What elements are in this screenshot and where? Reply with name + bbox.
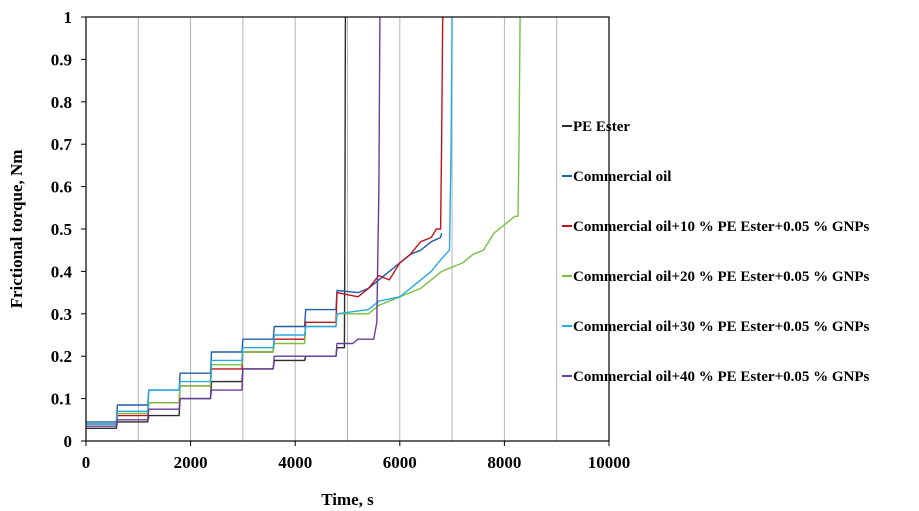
y-tick-label: 0.9 <box>51 50 72 69</box>
series-line-4 <box>86 17 521 425</box>
series-line-5 <box>86 17 453 425</box>
legend-item: Commercial oil+10 % PE Ester+0.05 % GNPs <box>562 219 870 235</box>
y-tick-label: 0.7 <box>51 135 73 154</box>
y-tick-label: 0.8 <box>51 93 72 112</box>
x-tick-label: 4000 <box>278 453 312 472</box>
legend-label: PE Ester <box>573 119 630 135</box>
series-line-6 <box>86 17 381 427</box>
legend: PE Ester Commercial oil Commercial oil+10 … <box>562 119 870 385</box>
legend-item: Commercial oil+30 % PE Ester+0.05 % GNPs <box>562 319 870 335</box>
legend-item: PE Ester <box>562 119 630 135</box>
y-axis-ticks: 0 0.1 0.2 0.3 0.4 0.5 0.6 0.7 0.8 0.9 1 <box>51 8 86 451</box>
legend-label: Commercial oil <box>573 169 671 185</box>
x-tick-label: 6000 <box>383 453 417 472</box>
x-tick-label: 2000 <box>174 453 208 472</box>
y-tick-label: 0.3 <box>51 305 72 324</box>
y-tick-label: 0.5 <box>51 220 72 239</box>
x-tick-label: 0 <box>82 453 91 472</box>
series-lines <box>86 17 521 429</box>
y-tick-label: 0.1 <box>51 390 72 409</box>
legend-label: Commercial oil+20 % PE Ester+0.05 % GNPs <box>573 269 870 285</box>
series-line-3 <box>86 17 444 425</box>
legend-label: Commercial oil+30 % PE Ester+0.05 % GNPs <box>573 319 870 335</box>
y-tick-label: 0.2 <box>51 347 72 366</box>
grid-lines <box>137 17 558 441</box>
x-axis-ticks: 0 2000 4000 6000 8000 10000 <box>82 441 631 472</box>
y-tick-label: 0 <box>64 432 73 451</box>
y-tick-label: 0.4 <box>51 262 73 281</box>
legend-item: Commercial oil+20 % PE Ester+0.05 % GNPs <box>562 269 870 285</box>
legend-item: Commercial oil <box>562 169 671 185</box>
y-tick-label: 1 <box>64 8 73 27</box>
x-tick-label: 10000 <box>588 453 631 472</box>
legend-label: Commercial oil+40 % PE Ester+0.05 % GNPs <box>573 369 870 385</box>
legend-item: Commercial oil+40 % PE Ester+0.05 % GNPs <box>562 369 870 385</box>
y-axis-label: Frictional torque, Nm <box>7 150 26 309</box>
series-line-1 <box>86 17 347 429</box>
x-tick-label: 8000 <box>487 453 521 472</box>
y-tick-label: 0.6 <box>51 178 72 197</box>
legend-label: Commercial oil+10 % PE Ester+0.05 % GNPs <box>573 219 870 235</box>
x-axis-label: Time, s <box>321 490 374 509</box>
series-line-2 <box>86 233 443 423</box>
